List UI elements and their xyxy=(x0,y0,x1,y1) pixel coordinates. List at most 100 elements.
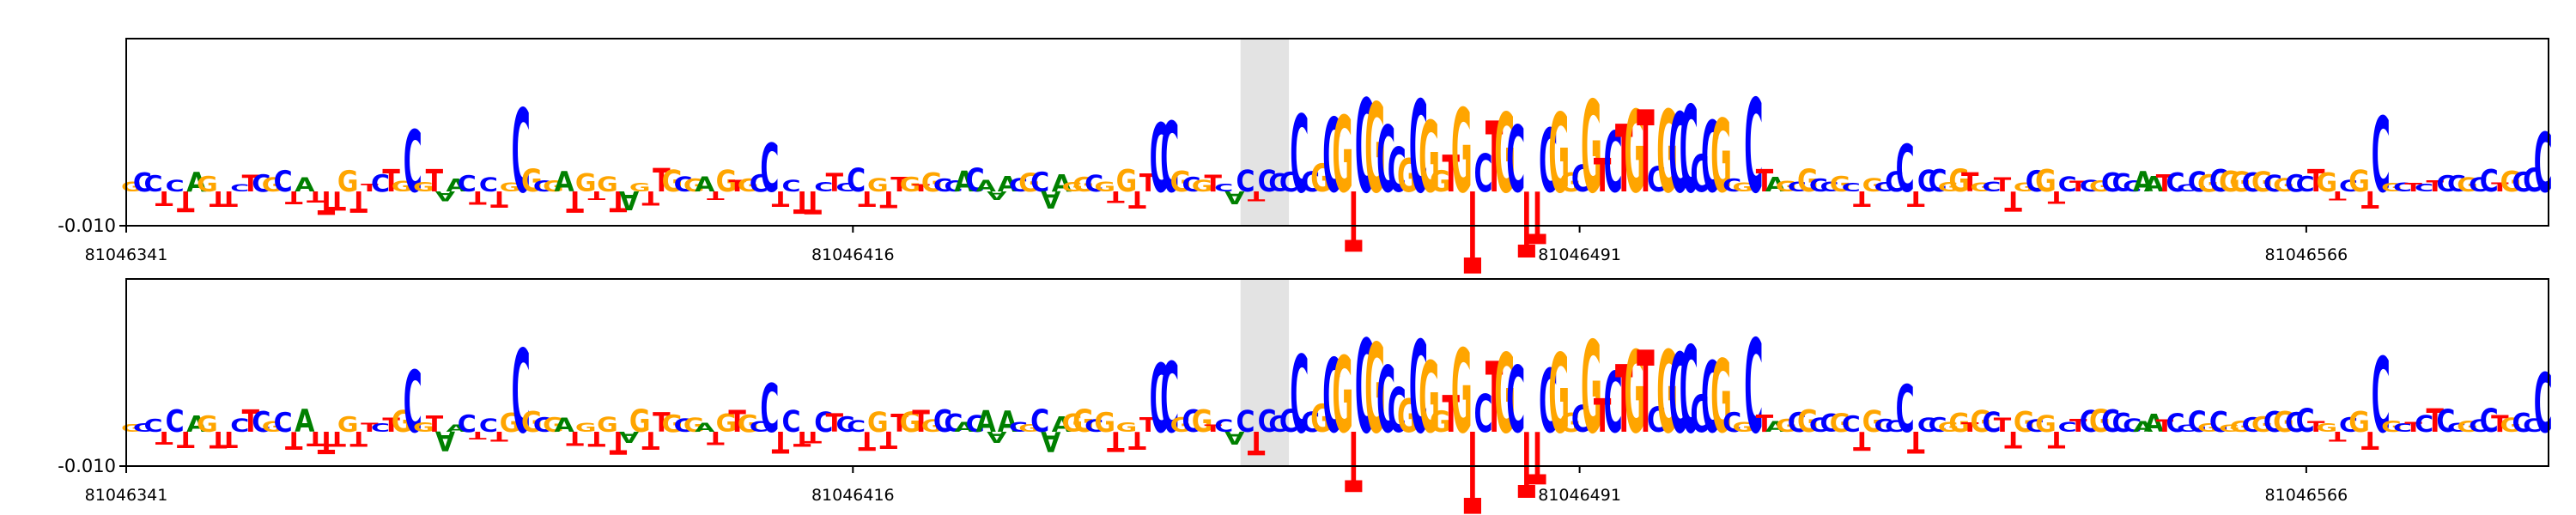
logo-letter: G xyxy=(500,409,521,439)
logo-letter: T xyxy=(793,184,811,220)
logo-letter: T xyxy=(382,415,400,437)
logo-letter: C xyxy=(2209,407,2228,439)
logo-letter: G xyxy=(1018,423,1040,435)
logo-letter: T xyxy=(177,427,195,452)
logo-letter: G xyxy=(1797,403,1819,439)
logo-letter: C xyxy=(533,414,552,437)
logo-letter: C xyxy=(1982,179,2001,194)
logo-letter: G xyxy=(262,175,283,197)
logo-letters: GCCTCTAGTTCTCGCTATTTGTTCTGCGTAACTCTGCGCG… xyxy=(121,314,2553,515)
logo-letter: C xyxy=(2512,167,2531,198)
logo-letter: C xyxy=(2523,162,2542,199)
logo-letter: C xyxy=(1680,321,1698,460)
logo-letter: T xyxy=(426,411,443,437)
logo-letter: C xyxy=(1301,167,1320,198)
logo-letter: C xyxy=(512,325,531,459)
logo-letter: C xyxy=(1896,131,1915,207)
logo-letter: G xyxy=(1656,88,1678,219)
logo-letter: T xyxy=(220,186,238,212)
x-tick-label-1: 81046341 xyxy=(85,486,168,505)
logo-letter: G xyxy=(543,177,564,195)
logo-letter: G xyxy=(1332,335,1353,456)
logo-letter: G xyxy=(1430,404,1451,439)
logo-letter: C xyxy=(1506,348,1525,454)
logo-letter: C xyxy=(944,178,963,196)
logo-letter: C xyxy=(274,164,293,198)
logo-letter: C xyxy=(512,85,531,219)
logo-letter: T xyxy=(1994,415,2012,437)
logo-letter: C xyxy=(2534,115,2553,211)
logo-letter: T xyxy=(285,186,303,207)
logo-letter: G xyxy=(662,409,683,438)
logo-letter: T xyxy=(1248,424,1265,461)
logo-letter: G xyxy=(2230,167,2251,198)
logo-letter: T xyxy=(826,409,844,438)
logo-letter: C xyxy=(2415,182,2433,194)
logo-letter: C xyxy=(1150,344,1169,454)
logo-letter: A xyxy=(1041,425,1060,457)
logo-letter: C xyxy=(1744,74,1763,222)
logo-letter: A xyxy=(435,188,456,204)
logo-letter: G xyxy=(629,181,651,195)
logo-letter: C xyxy=(1355,74,1374,222)
logo-letter: T xyxy=(177,185,195,217)
logo-letter: C xyxy=(1647,401,1666,441)
logo-letter: T xyxy=(1853,186,1871,211)
logo-letter: C xyxy=(1788,407,1807,439)
logo-letter: C xyxy=(2285,169,2304,197)
logo-letter: T xyxy=(1853,425,1871,455)
logo-letter: C xyxy=(2480,162,2499,198)
logo-letter: T xyxy=(2329,428,2347,445)
logo-letter: C xyxy=(2242,168,2261,198)
logo-letter: G xyxy=(2014,180,2035,195)
logo-letter: C xyxy=(1268,411,1287,437)
logo-letter: C xyxy=(1268,169,1287,197)
logo-letter: G xyxy=(716,164,738,199)
logo-letter: G xyxy=(1364,319,1386,462)
logo-letter: T xyxy=(880,426,898,453)
logo-letter: G xyxy=(2457,175,2478,197)
logo-letter: C xyxy=(835,181,854,195)
logo-letter: C xyxy=(1214,182,1233,194)
logo-letter: G xyxy=(2014,407,2035,439)
logo-letter: A xyxy=(295,174,315,197)
logo-letter: C xyxy=(2101,404,2120,439)
logo-letter: C xyxy=(2080,404,2099,439)
logo-letter: T xyxy=(858,186,876,212)
logo-letter: A xyxy=(976,404,996,439)
logo-letter: C xyxy=(1701,342,1720,456)
logo-letter: G xyxy=(1451,85,1473,219)
logo-letter: T xyxy=(826,168,844,198)
logo-letter: T xyxy=(728,177,745,196)
logo-letter: A xyxy=(295,403,314,439)
logo-letter: C xyxy=(1030,403,1049,439)
logo-letter: C xyxy=(2101,168,2120,198)
logo-letter: G xyxy=(1062,179,1084,194)
logo-letter: C xyxy=(1885,167,1904,198)
logo-letter: C xyxy=(1809,415,1828,437)
logo-letter: C xyxy=(2058,173,2077,197)
logo-letter: G xyxy=(500,180,521,195)
logo-letter: T xyxy=(307,427,325,450)
logo-letter: G xyxy=(1948,162,1970,199)
logo-letter: T xyxy=(2069,178,2087,195)
logo-letter: T xyxy=(642,426,660,454)
logo-letter: A xyxy=(954,167,975,199)
logo-letter: T xyxy=(1528,174,1546,258)
logo-letter: G xyxy=(1938,420,1959,435)
logo-letter: A xyxy=(186,168,207,199)
logo-letter: T xyxy=(653,409,671,439)
logo-letter: T xyxy=(1637,88,1655,219)
highlight-region xyxy=(1240,39,1290,226)
logo-letter: T xyxy=(155,427,173,447)
logo-letter: T xyxy=(350,427,368,451)
logo-letter: T xyxy=(772,186,790,211)
logo-letter: G xyxy=(1776,178,1797,195)
logo-letter: C xyxy=(1258,404,1277,439)
logo-letter: A xyxy=(998,171,1018,197)
x-tick-label-2: 81046416 xyxy=(811,486,895,505)
logo-letter: T xyxy=(361,182,379,194)
logo-letter: C xyxy=(674,415,693,437)
logo-letter: G xyxy=(1938,179,1959,195)
